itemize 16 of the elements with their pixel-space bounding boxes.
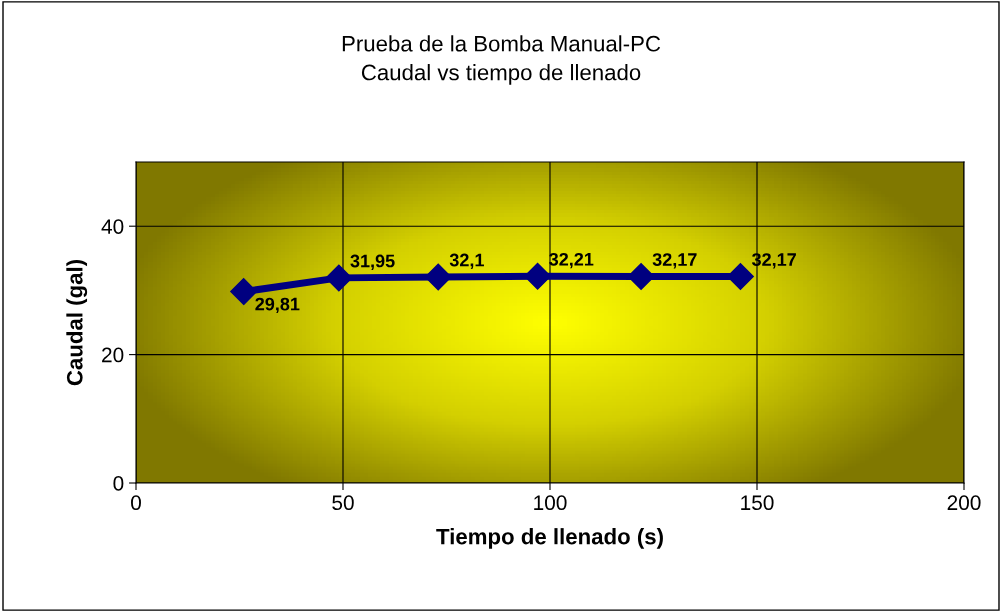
x-tick-label: 200 (947, 495, 981, 511)
x-tick-label: 150 (741, 495, 774, 511)
data-label: 32,17 (652, 253, 697, 269)
x-tick-label: 0 (131, 495, 141, 511)
y-tick-label: 0 (113, 476, 124, 491)
data-label: 32,1 (449, 253, 484, 270)
x-tick-label: 100 (534, 495, 567, 511)
y-tick-label: 20 (102, 347, 124, 363)
data-label: 29,81 (255, 297, 300, 314)
y-tick-label: 40 (101, 219, 124, 234)
x-tick-label: 50 (332, 495, 354, 511)
data-label: 32,17 (751, 253, 796, 269)
y-axis-title: Caudal (gal) (66, 260, 88, 386)
data-label: 31,95 (350, 254, 395, 270)
chart-title: Prueba de la Bomba Manual-PC Caudal vs tiempo de llenado (342, 35, 661, 85)
x-axis-title: Tiempo de llenado (s) (436, 528, 663, 549)
